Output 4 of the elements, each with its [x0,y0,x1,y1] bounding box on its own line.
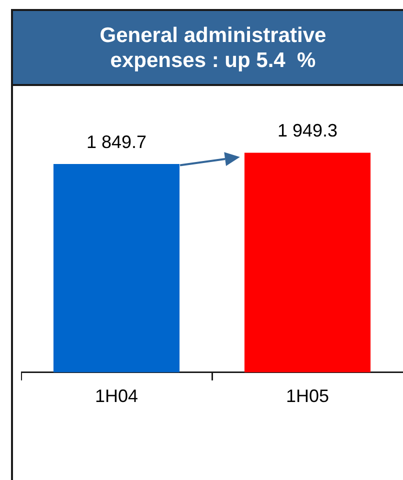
x-tick-label: 1H04 [94,386,138,406]
x-tick-label: 1H05 [286,386,330,406]
data-label: 1 949.3 [277,120,338,141]
data-label: 1 849.7 [86,132,147,152]
